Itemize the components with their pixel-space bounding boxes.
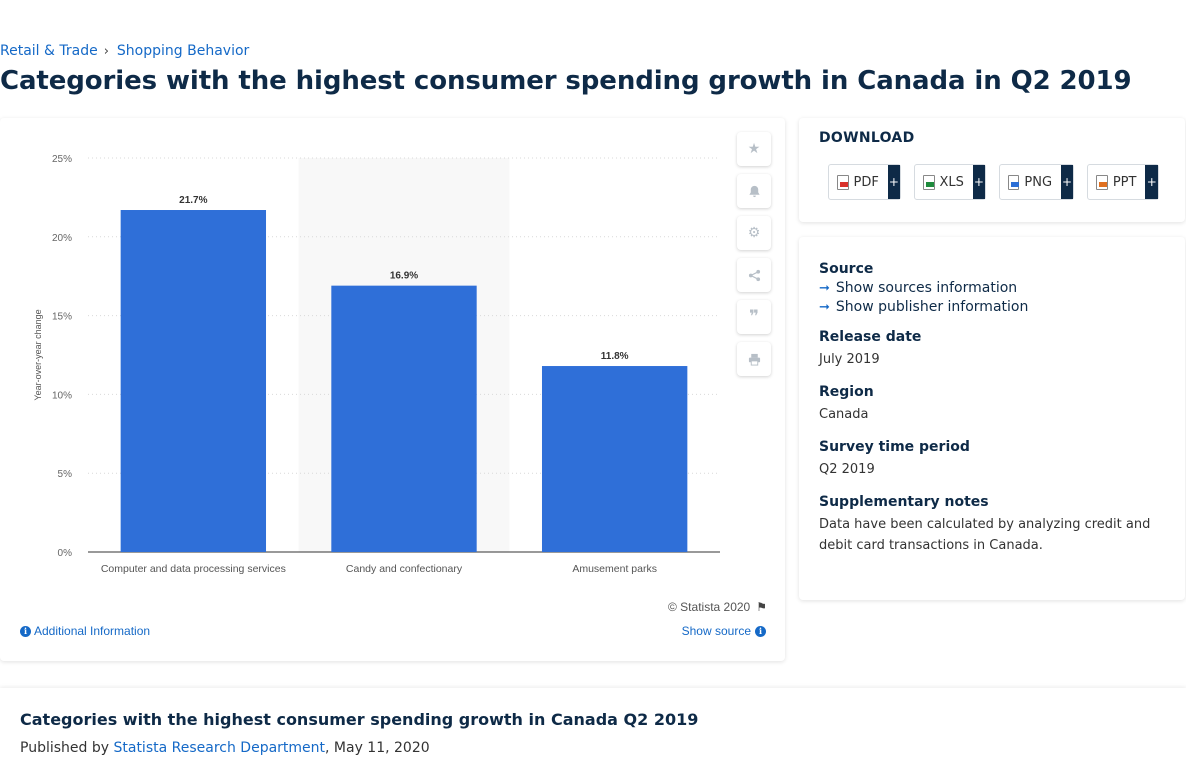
survey-period-value: Q2 2019 [819,462,875,477]
quote-icon: ❞ [749,307,759,327]
print-icon [748,353,760,366]
supplementary-notes-value: Data have been calculated by analyzing c… [819,517,1151,553]
release-date-value: July 2019 [819,352,880,367]
publication-date: , May 11, 2020 [325,740,430,756]
download-ppt-button[interactable]: PPT + [1087,164,1159,200]
x-tick-label: Amusement parks [572,563,657,575]
download-png-label: PNG [1024,174,1053,190]
plus-icon: + [887,165,900,199]
print-button[interactable] [737,342,771,376]
download-pdf-button[interactable]: PDF + [828,164,901,200]
arrow-right-icon: ➞ [819,299,830,315]
show-sources-label: Show sources information [835,280,1018,296]
breadcrumb-item-shopping[interactable]: Shopping Behavior [116,43,250,59]
share-icon [748,269,760,281]
show-publisher-label: Show publisher information [835,299,1029,315]
info-icon: i [755,625,766,637]
chart-toolbar: ★ ⚙ ❞ [737,132,771,376]
settings-button[interactable]: ⚙ [737,216,771,250]
pdf-file-icon [837,174,849,190]
data-label: 16.9% [390,271,418,282]
show-publisher-link[interactable]: ➞ Show publisher information [819,299,1165,315]
copyright-text: © Statista 2020 [668,600,751,614]
bar [541,366,688,552]
author-link[interactable]: Statista Research Department [113,740,326,756]
favorite-button[interactable]: ★ [737,132,771,166]
cite-button[interactable]: ❞ [737,300,771,334]
ppt-file-icon [1096,174,1108,190]
breadcrumb-separator: › [103,43,109,59]
download-ppt-label: PPT [1112,174,1137,190]
publication-meta: Published by Statista Research Departmen… [20,740,430,756]
show-source-label: Show source [681,624,751,638]
download-card: DOWNLOAD PDF + XLS + PNG + PPT + [799,118,1185,222]
download-buttons: PDF + XLS + PNG + PPT + [828,164,1159,200]
region-label: Region [819,384,874,400]
y-tick-label: 10% [52,390,72,401]
statistic-summary: Categories with the highest consumer spe… [0,688,1186,760]
y-tick-label: 25% [52,154,72,165]
region-value: Canada [819,407,869,422]
share-button[interactable] [737,258,771,292]
published-by-label: Published by [20,740,110,756]
plus-icon: + [1061,165,1073,199]
arrow-right-icon: ➞ [819,280,830,296]
release-date-label: Release date [819,329,922,345]
download-png-button[interactable]: PNG + [999,164,1074,200]
png-file-icon [1008,174,1020,190]
plus-icon: + [1145,165,1158,199]
gear-icon: ⚙ [747,225,761,241]
breadcrumb-item-retail[interactable]: Retail & Trade [0,43,98,59]
statistic-info-card: Source ➞ Show sources information ➞ Show… [799,237,1185,600]
info-icon: i [20,625,31,637]
download-pdf-label: PDF [853,174,879,190]
download-xls-label: XLS [939,174,964,190]
plus-icon: + [972,165,985,199]
survey-period-label: Survey time period [819,439,970,455]
y-tick-label: 0% [58,548,73,559]
additional-information-label: Additional Information [34,624,151,638]
download-title: DOWNLOAD [819,130,915,146]
source-label: Source [819,261,874,277]
bar [331,285,477,552]
flag-icon[interactable]: ⚑ [756,600,767,614]
bell-icon [748,185,760,197]
y-tick-label: 15% [52,312,72,323]
star-icon: ★ [747,141,761,157]
breadcrumb: Retail & Trade › Shopping Behavior [0,43,249,59]
bar-chart: 0% 5% 10% 15% 20% 25% Year-over-year change 21.… [33,154,720,575]
supplementary-notes-label: Supplementary notes [819,494,989,510]
show-source-link[interactable]: Show source i [682,624,766,638]
copyright: © Statista 2020 ⚑ [668,600,767,614]
notification-button[interactable] [737,174,771,208]
x-tick-label: Computer and data processing services [101,563,286,575]
xls-file-icon [923,174,935,190]
y-tick-label: 5% [58,469,73,480]
data-label: 21.7% [179,195,207,206]
chart-card: 0% 5% 10% 15% 20% 25% Year-over-year change 21.… [0,118,785,661]
show-sources-link[interactable]: ➞ Show sources information [819,280,1165,296]
summary-title: Categories with the highest consumer spe… [20,710,699,729]
x-tick-label: Candy and confectionary [346,563,463,575]
download-xls-button[interactable]: XLS + [914,164,986,200]
data-label: 11.8% [601,351,629,362]
bar [120,210,267,552]
y-axis-label: Year-over-year change [33,309,43,400]
page-title: Categories with the highest consumer spe… [0,66,1132,96]
y-tick-label: 20% [52,233,72,244]
additional-information-link[interactable]: i Additional Information [20,624,150,638]
